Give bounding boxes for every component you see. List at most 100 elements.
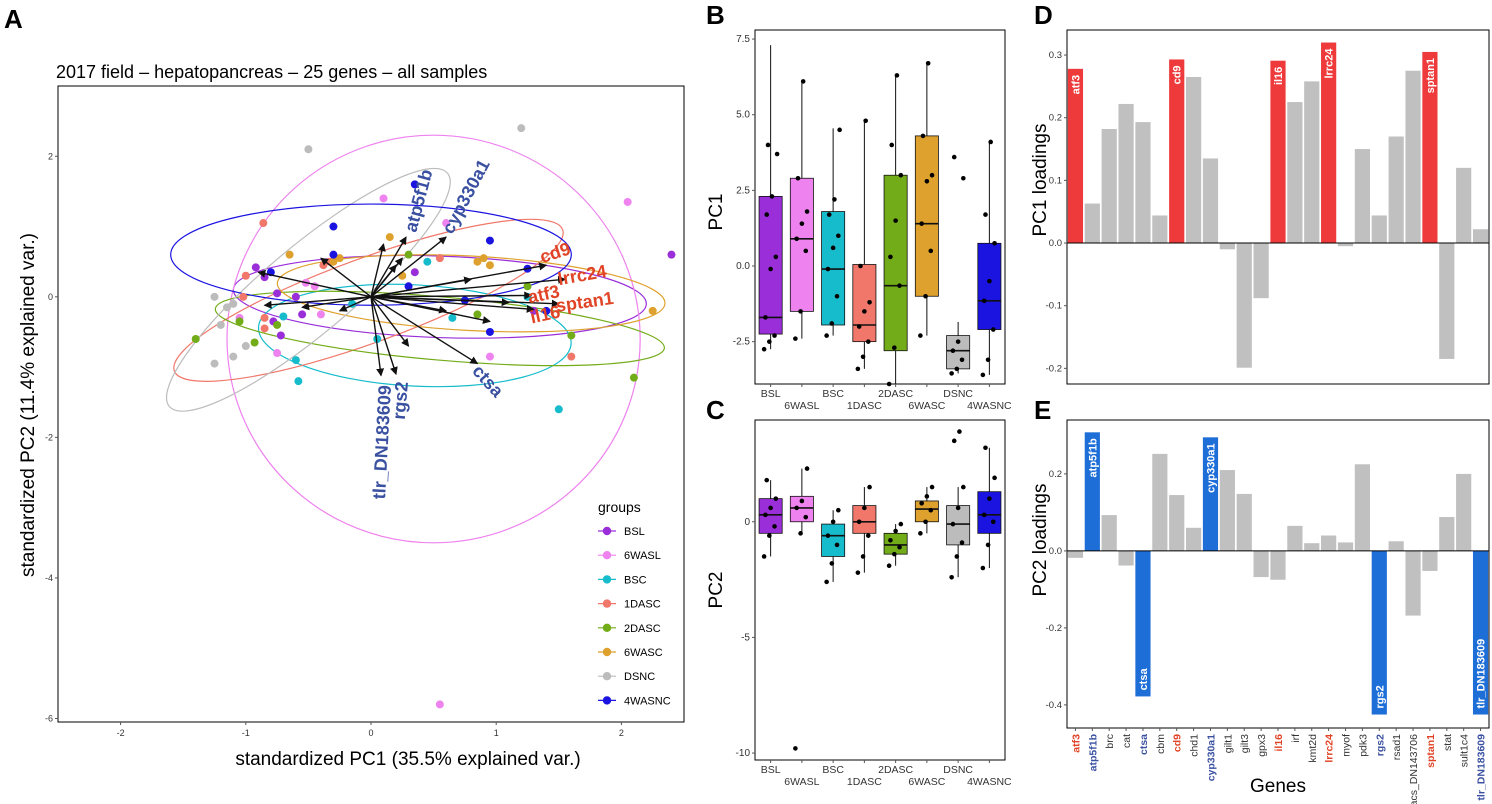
legend-swatch-dot <box>602 526 612 536</box>
bar-chd1 <box>1186 76 1202 244</box>
legend-swatch-dot <box>602 696 612 705</box>
sample-point-2dasc <box>404 250 413 259</box>
box-1dasc <box>852 264 877 343</box>
biplot-y-label: standardized PC2 (11.4% explained var.) <box>18 233 39 577</box>
biplot-panel: 2017 field – hepatopancreas – 25 genes –… <box>18 62 685 770</box>
box-1dasc <box>852 505 877 534</box>
bar-brc <box>1101 515 1117 551</box>
bar-label-atp5f1b: atp5f1b <box>1087 438 1099 477</box>
y-tick-label: 0 <box>48 292 53 302</box>
x-tick-label-chd1: chd1 <box>1189 734 1201 757</box>
sample-point-1dasc <box>239 292 248 301</box>
data-point <box>793 746 798 751</box>
data-point <box>889 142 895 148</box>
data-point <box>919 221 924 226</box>
sample-point-bsl <box>410 268 419 277</box>
data-point <box>794 236 799 242</box>
data-point <box>924 494 930 499</box>
legend-label-dsnc: DSNC <box>624 671 655 683</box>
loading-arrow-tlr_DN183609 <box>370 296 385 377</box>
genes-x-label: Genes <box>1250 776 1306 797</box>
bar-cat <box>1118 550 1134 566</box>
bar-ctsa <box>1135 122 1151 244</box>
bar-pdk3 <box>1354 149 1370 244</box>
loading-arrow-ctsa <box>370 296 479 365</box>
data-point <box>954 366 960 372</box>
y-tick-label: 0.0 <box>1049 546 1062 557</box>
biplot-title: 2017 field – hepatopancreas – 25 genes –… <box>56 62 487 82</box>
legend-swatch-dot <box>602 575 612 584</box>
sample-point-4wasnc <box>404 282 413 291</box>
y-tick-label: -0.2 <box>1046 623 1062 634</box>
sample-point-2dasc <box>523 282 532 291</box>
legend-swatch-dot <box>602 551 612 560</box>
y-tick-label: 5.0 <box>736 110 750 121</box>
bar-sult1c4 <box>1456 167 1472 244</box>
x-tick-label-atf3: atf3 <box>1070 734 1082 753</box>
sample-point-6wasc <box>398 271 407 280</box>
data-point <box>981 512 987 518</box>
data-point <box>761 554 767 559</box>
x-tick-label-6wasl: 6WASL <box>784 400 819 412</box>
bar-rsad1 <box>1388 136 1404 244</box>
sample-point-4wasnc <box>410 180 419 189</box>
sample-point-dsnc <box>210 292 219 301</box>
data-point <box>923 293 928 299</box>
biplot-axes: -2 -1 0 1 2 2 0 -2 -4 -6 <box>45 151 624 738</box>
bar-label-rgs2: rgs2 <box>1374 685 1386 708</box>
x-tick-label-bsl: BSL <box>761 764 781 776</box>
box-bsc <box>821 523 846 557</box>
data-point <box>834 293 840 299</box>
sample-point-bsc <box>279 312 288 321</box>
data-point <box>794 505 799 511</box>
bar-irf <box>1287 102 1303 244</box>
data-point <box>830 245 836 251</box>
data-point <box>892 551 897 557</box>
y-tick-label: -2 <box>45 432 53 442</box>
loading-arrow <box>320 257 372 298</box>
x-tick-label-irf: irf <box>1290 734 1302 743</box>
pc2-y-label: PC2 <box>706 572 727 609</box>
data-point <box>773 496 779 501</box>
loading-arrow <box>257 269 372 298</box>
data-point <box>929 172 935 178</box>
data-point <box>980 565 986 571</box>
sample-point-dsnc <box>517 124 526 133</box>
sample-point-1dasc <box>259 219 268 228</box>
sample-point-bsl <box>291 292 300 301</box>
loading-arrow-rgs2 <box>370 296 398 376</box>
box-bsl <box>758 196 783 335</box>
data-point <box>897 544 902 550</box>
data-point <box>836 233 841 239</box>
loading-arrow-atf3 <box>370 291 533 300</box>
data-point <box>983 445 988 451</box>
biplot-legend: groups BSL 6WASL BSC 1DASC 2DASC 6WASC DSNC 4WA… <box>598 499 671 707</box>
sample-point-bsc <box>373 334 382 343</box>
x-tick-label-2dasc: 2DASC <box>878 764 913 776</box>
sample-point-6wasl <box>273 349 282 358</box>
data-point <box>804 466 810 471</box>
data-point <box>886 381 892 387</box>
data-point <box>918 333 923 338</box>
y-tick-label: -4 <box>45 573 53 583</box>
data-point <box>928 507 934 513</box>
bar-label-sptan1: sptan1 <box>1425 58 1437 93</box>
x-tick-label-bsc: BSC <box>822 388 844 400</box>
data-point <box>867 484 872 490</box>
pc1-loadings-y-label: PC1 loadings <box>1030 123 1051 236</box>
data-point <box>799 221 805 226</box>
bar-stat <box>1439 517 1455 551</box>
data-point <box>959 357 965 363</box>
data-point <box>764 477 770 483</box>
loading-arrow <box>370 296 448 314</box>
bar-cd9 <box>1169 59 1185 244</box>
confidence-ellipse-4wasnc <box>170 203 572 306</box>
x-tick-label-cyp330a1: cyp330a1 <box>1205 734 1217 781</box>
panel-label-d: D <box>1034 0 1053 30</box>
bar-gpx3 <box>1253 550 1269 578</box>
bar-tlr_DN183609 <box>1472 229 1489 244</box>
bar-label-ctsa: ctsa <box>1138 668 1150 691</box>
sample-point-1dasc <box>260 324 269 333</box>
sample-point-dsnc <box>216 320 225 329</box>
